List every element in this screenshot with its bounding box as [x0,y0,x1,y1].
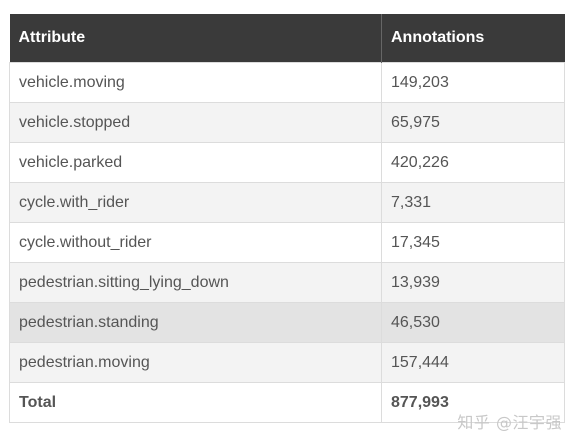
header-attribute: Attribute [9,14,382,63]
attribute-cell: cycle.with_rider [9,182,382,223]
annotations-cell: 17,345 [381,222,565,263]
attribute-cell: vehicle.moving [9,62,382,103]
annotations-table-container: Attribute Annotations vehicle.moving 149… [9,14,565,423]
annotations-cell: 65,975 [381,102,565,143]
attribute-cell: vehicle.stopped [9,102,382,143]
table-row-highlighted: pedestrian.standing 46,530 [9,302,565,343]
annotations-cell: 7,331 [381,182,565,223]
annotations-table: Attribute Annotations vehicle.moving 149… [9,14,565,423]
watermark: 知乎 @汪宇强 [457,413,562,432]
annotations-cell: 13,939 [381,262,565,303]
attribute-cell: cycle.without_rider [9,222,382,263]
annotations-cell: 149,203 [381,62,565,103]
table-row: pedestrian.sitting_lying_down 13,939 [9,262,565,303]
table-row: vehicle.moving 149,203 [9,62,565,103]
attribute-cell: pedestrian.sitting_lying_down [9,262,382,303]
annotations-cell: 46,530 [381,302,565,343]
annotations-cell: 420,226 [381,142,565,183]
attribute-cell: pedestrian.standing [9,302,382,343]
table-row: cycle.with_rider 7,331 [9,182,565,223]
annotations-cell: 157,444 [381,342,565,383]
attribute-cell: vehicle.parked [9,142,382,183]
table-row: vehicle.parked 420,226 [9,142,565,183]
table-row: pedestrian.moving 157,444 [9,342,565,383]
total-label: Total [9,382,382,423]
header-annotations: Annotations [381,14,565,63]
table-row: vehicle.stopped 65,975 [9,102,565,143]
table-header-row: Attribute Annotations [9,14,565,63]
total-value: 877,993 [381,382,565,423]
table-row: cycle.without_rider 17,345 [9,222,565,263]
attribute-cell: pedestrian.moving [9,342,382,383]
table-total-row: Total 877,993 [9,382,565,423]
